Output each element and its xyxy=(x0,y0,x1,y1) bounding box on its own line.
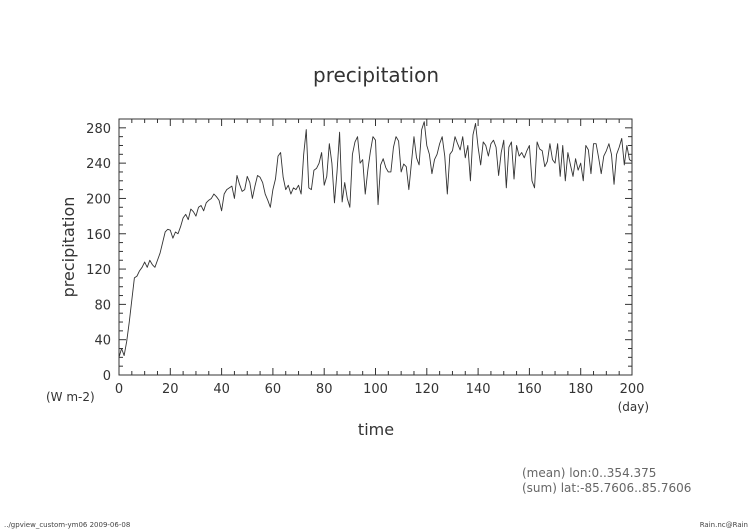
x-tick-label: 80 xyxy=(316,382,333,397)
series-line-precipitation xyxy=(118,121,633,358)
footer-variable-source: Rain.nc@Rain xyxy=(700,521,748,529)
x-tick-label: 20 xyxy=(162,382,179,397)
chart-title: precipitation xyxy=(313,63,439,87)
y-unit-label: (W m-2) xyxy=(46,390,95,404)
y-tick-label: 0 xyxy=(103,369,111,384)
plot-frame xyxy=(118,118,633,376)
x-axis-ticks xyxy=(118,119,633,375)
y-axis-title: precipitation xyxy=(59,197,78,298)
footer-script-date: ../gpview_custom-ym06 2009-06-08 xyxy=(4,521,130,529)
y-tick-label: 80 xyxy=(94,298,111,313)
y-tick-label: 40 xyxy=(94,334,111,349)
x-tick-label: 160 xyxy=(517,382,542,397)
info-sum-lat: (sum) lat:-85.7606..85.7606 xyxy=(522,481,691,495)
y-tick-label: 160 xyxy=(86,228,111,243)
x-unit-label: (day) xyxy=(618,400,649,414)
x-axis-tick-labels: 0 20 40 60 80 100 120 140 160 180 200 xyxy=(115,382,645,397)
y-tick-label: 200 xyxy=(86,192,111,207)
x-tick-label: 140 xyxy=(466,382,491,397)
y-tick-label: 120 xyxy=(86,263,111,278)
x-tick-label: 120 xyxy=(414,382,439,397)
x-tick-label: 40 xyxy=(213,382,230,397)
x-axis-title: time xyxy=(358,420,394,439)
x-tick-label: 100 xyxy=(363,382,388,397)
x-tick-label: 60 xyxy=(265,382,282,397)
y-axis-tick-labels: 0 40 80 120 160 200 240 280 xyxy=(86,122,111,384)
y-tick-label: 280 xyxy=(86,122,111,137)
x-tick-label: 200 xyxy=(620,382,645,397)
y-axis-ticks xyxy=(119,118,632,376)
x-tick-label: 180 xyxy=(568,382,593,397)
info-mean-lon: (mean) lon:0..354.375 xyxy=(522,466,656,480)
x-tick-label: 0 xyxy=(115,382,123,397)
y-tick-label: 240 xyxy=(86,157,111,172)
